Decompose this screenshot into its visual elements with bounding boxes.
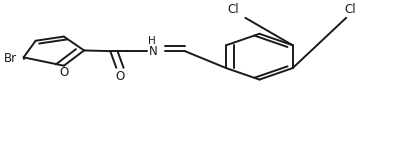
Text: H: H (147, 36, 155, 46)
Text: Br: Br (3, 52, 17, 65)
Text: O: O (59, 66, 68, 79)
Text: O: O (115, 70, 124, 83)
Text: Cl: Cl (227, 3, 239, 16)
Text: N: N (148, 45, 157, 58)
Text: Cl: Cl (343, 3, 355, 16)
